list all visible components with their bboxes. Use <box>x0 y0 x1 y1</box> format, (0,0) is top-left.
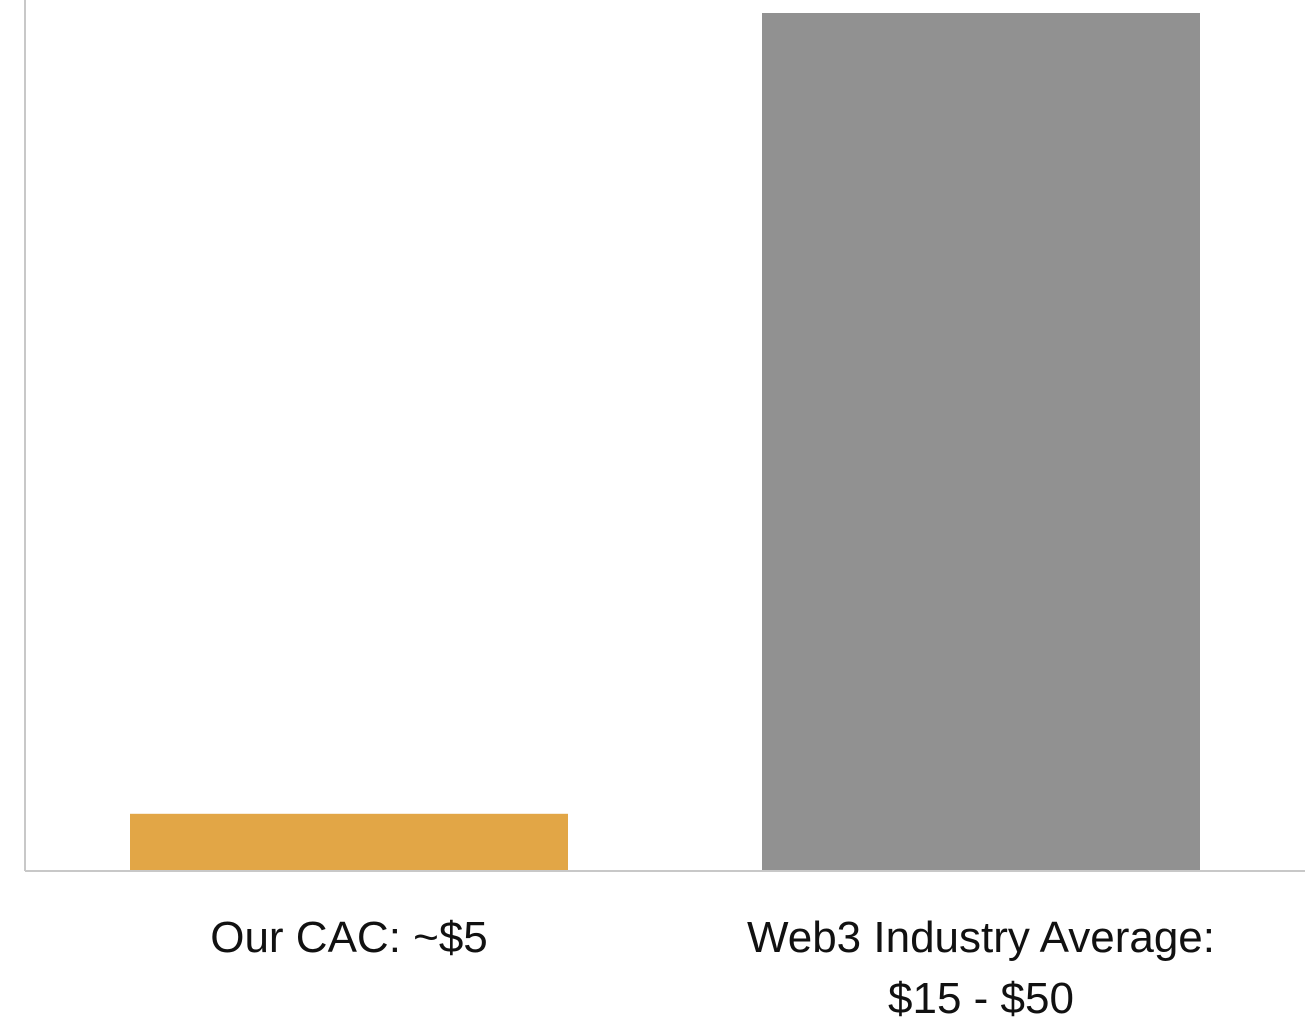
category-labels: Our CAC: ~$5 Web3 Industry Average: $15 - … <box>210 913 1215 1023</box>
bar-0 <box>130 813 568 871</box>
axes-layer <box>24 0 1305 872</box>
bars-layer <box>130 13 1200 871</box>
category-label-0-line-0: Our CAC: ~$5 <box>210 913 488 962</box>
category-label-1-line-1: $15 - $50 <box>888 974 1074 1023</box>
bar-1 <box>762 13 1200 871</box>
category-label-1-line-0: Web3 Industry Average: <box>747 913 1215 962</box>
